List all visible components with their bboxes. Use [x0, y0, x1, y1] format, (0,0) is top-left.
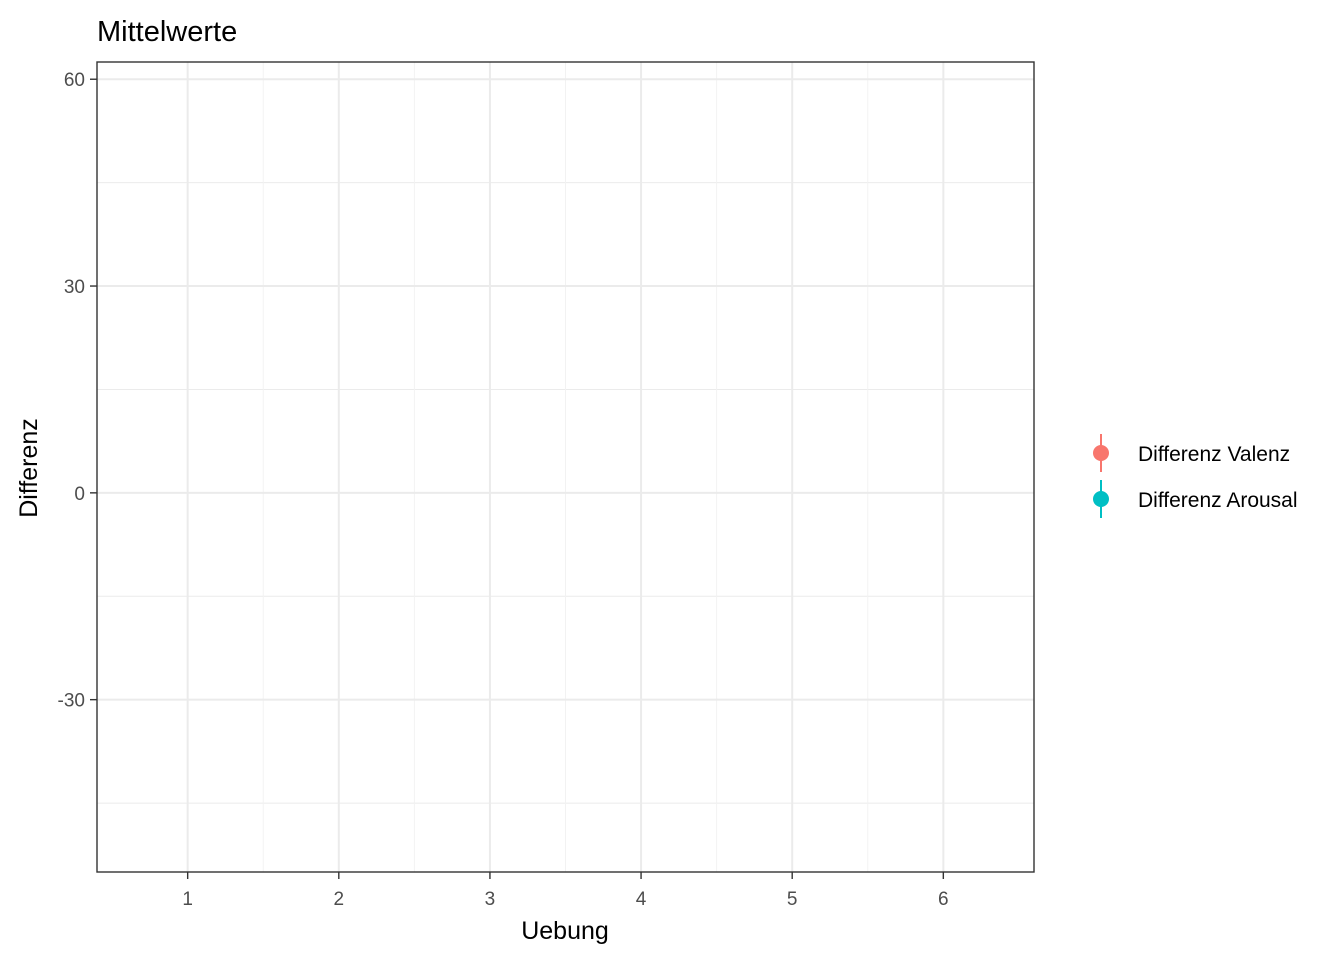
x-tick-label: 2: [334, 889, 345, 910]
y-tick-label: 60: [64, 70, 85, 91]
x-tick-label: 5: [787, 889, 798, 910]
y-axis-label: Differenz: [15, 418, 43, 518]
legend-key-point: [1093, 491, 1109, 507]
legend-key: [1093, 480, 1109, 518]
plot-panel-border: [96, 61, 1035, 873]
legend-label: Differenz Arousal: [1138, 489, 1298, 512]
y-tick-label: -30: [58, 691, 85, 712]
y-tick-label: 30: [64, 277, 85, 298]
minor-gridlines: [97, 62, 1034, 872]
y-axis: 60 30 0 -30: [58, 70, 97, 712]
legend-key: [1093, 434, 1109, 472]
chart-title: Mittelwerte: [97, 16, 237, 48]
major-gridlines: [97, 62, 1034, 872]
x-axis: 1 2 3 4 5 6: [182, 872, 949, 910]
x-tick-label: 6: [938, 889, 949, 910]
legend-key-point: [1093, 445, 1109, 461]
legend-label: Differenz Valenz: [1138, 443, 1290, 466]
x-axis-label: Uebung: [521, 917, 609, 945]
y-tick-label: 0: [74, 484, 85, 505]
x-tick-label: 1: [182, 889, 193, 910]
x-tick-label: 3: [485, 889, 496, 910]
legend: Differenz Valenz Differenz Arousal: [1093, 434, 1298, 518]
x-tick-label: 4: [636, 889, 647, 910]
